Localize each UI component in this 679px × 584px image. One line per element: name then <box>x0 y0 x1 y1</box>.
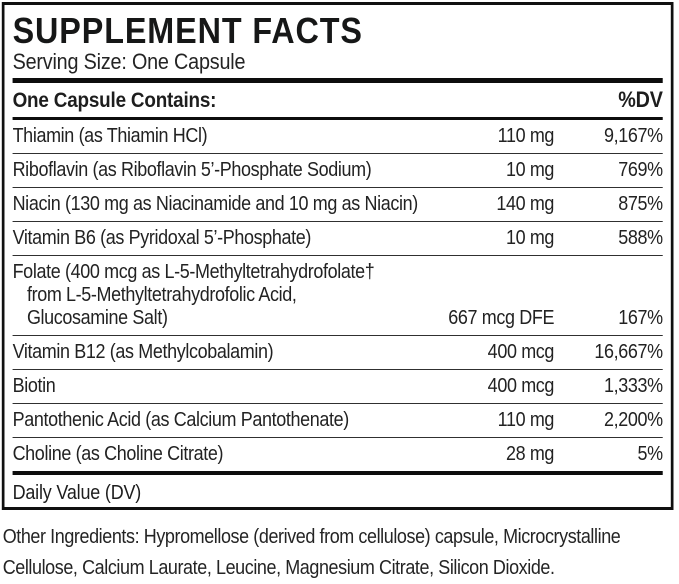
nutrient-amount: 10 mg <box>505 226 555 249</box>
panel-title: SUPPLEMENT FACTS <box>12 10 363 51</box>
nutrient-dv: 16,667% <box>594 340 663 363</box>
contains-label: One Capsule Contains: <box>12 89 217 112</box>
nutrient-amount: 140 mg <box>496 192 555 215</box>
nutrient-name: Biotin <box>13 375 420 398</box>
nutrient-name: Vitamin B12 (as Methylcobalamin) <box>13 341 420 364</box>
daily-value-note: Daily Value (DV) <box>12 482 142 504</box>
nutrient-name-line: Vitamin B12 (as Methylcobalamin) <box>12 340 274 363</box>
table-row: Riboflavin (as Riboflavin 5’-Phosphate S… <box>12 154 663 188</box>
other-ingredients-line: Cellulose, Calcium Laurate, Leucine, Mag… <box>2 557 555 579</box>
nutrient-amount: 667 mcg DFE <box>448 306 555 329</box>
nutrient-amount: 110 mg <box>497 124 555 147</box>
thick-divider-top <box>12 78 663 83</box>
table-row: Pantothenic Acid (as Calcium Pantothenat… <box>12 404 663 438</box>
column-header-row: One Capsule Contains: %DV <box>13 83 663 117</box>
table-row: Biotin 400 mcg 1,333% <box>12 370 663 404</box>
table-row: Folate (400 mcg as L-5-Methyltetrahydrof… <box>12 256 663 336</box>
nutrient-name-line: Biotin <box>12 374 56 397</box>
nutrient-dv: 9,167% <box>603 124 663 147</box>
nutrient-dv: 1,333% <box>603 374 663 397</box>
nutrient-name: Niacin (130 mg as Niacinamide and 10 mg … <box>13 193 420 216</box>
nutrient-name-line: Vitamin B6 (as Pyridoxal 5’-Phosphate) <box>12 226 312 249</box>
table-row: Niacin (130 mg as Niacinamide and 10 mg … <box>12 188 663 222</box>
nutrient-name-line: Niacin (130 mg as Niacinamide and 10 mg … <box>12 192 419 215</box>
facts-box: SUPPLEMENT FACTS Serving Size: One Capsu… <box>1 2 674 510</box>
nutrient-name-line: Glucosamine Salt) <box>26 306 168 329</box>
nutrient-dv: 875% <box>618 192 663 215</box>
nutrient-name-line: from L-5-Methyltetrahydrofolic Acid, <box>26 283 297 306</box>
nutrient-name: Thiamin (as Thiamin HCl) <box>13 125 420 148</box>
nutrient-amount: 10 mg <box>505 158 555 181</box>
medium-divider <box>12 117 663 120</box>
nutrient-name: Folate (400 mcg as L-5-Methyltetrahydrof… <box>13 261 420 330</box>
nutrient-dv: 5% <box>637 442 663 465</box>
nutrient-name-line: Thiamin (as Thiamin HCl) <box>12 124 208 147</box>
nutrient-dv: 769% <box>618 158 663 181</box>
nutrient-dv: 167% <box>618 306 663 329</box>
dv-column-label: %DV <box>618 87 663 112</box>
table-row: Choline (as Choline Citrate) 28 mg 5% <box>13 438 664 471</box>
nutrient-name: Pantothenic Acid (as Calcium Pantothenat… <box>13 409 420 432</box>
nutrient-name-line: Riboflavin (as Riboflavin 5’-Phosphate S… <box>12 158 372 181</box>
nutrient-dv: 588% <box>618 226 663 249</box>
nutrient-name-line: Choline (as Choline Citrate) <box>12 442 224 465</box>
other-ingredients: Other Ingredients: Hypromellose (derived… <box>3 522 679 584</box>
nutrient-amount: 400 mcg <box>487 340 555 363</box>
bottom-divider <box>12 471 663 475</box>
table-row: Vitamin B6 (as Pyridoxal 5’-Phosphate) 1… <box>12 222 663 256</box>
nutrient-name-line: Pantothenic Acid (as Calcium Pantothenat… <box>12 408 350 431</box>
nutrient-name-line: Folate (400 mcg as L-5-Methyltetrahydrof… <box>12 260 375 283</box>
table-row: Thiamin (as Thiamin HCl) 110 mg 9,167% <box>12 120 663 154</box>
nutrient-amount: 400 mcg <box>487 374 555 397</box>
nutrient-amount: 110 mg <box>497 408 555 431</box>
nutrient-dv: 2,200% <box>603 408 663 431</box>
nutrient-name: Choline (as Choline Citrate) <box>13 443 420 466</box>
nutrient-amount: 28 mg <box>505 442 555 465</box>
nutrient-name: Vitamin B6 (as Pyridoxal 5’-Phosphate) <box>13 227 420 250</box>
table-row: Vitamin B12 (as Methylcobalamin) 400 mcg… <box>12 336 663 370</box>
nutrient-name: Riboflavin (as Riboflavin 5’-Phosphate S… <box>13 159 420 182</box>
nutrient-rows: Thiamin (as Thiamin HCl) 110 mg 9,167% R… <box>12 120 664 471</box>
other-ingredients-line: Other Ingredients: Hypromellose (derived… <box>2 526 621 548</box>
serving-size: Serving Size: One Capsule <box>12 49 246 74</box>
